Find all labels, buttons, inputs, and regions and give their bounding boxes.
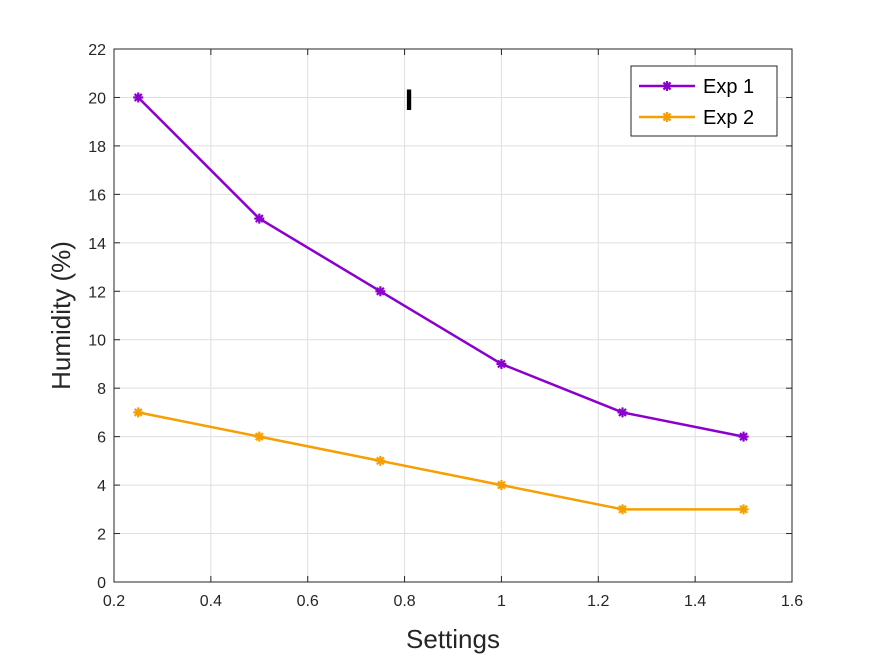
plot-area bbox=[114, 49, 792, 582]
chart-annotation: I bbox=[405, 84, 413, 117]
series-2-point bbox=[738, 504, 749, 515]
axes bbox=[113, 48, 793, 583]
series-2-point bbox=[375, 455, 386, 466]
y-tick-label: 0 bbox=[97, 575, 106, 592]
series-1-point bbox=[617, 407, 628, 418]
y-tick-label: 14 bbox=[88, 236, 106, 253]
y-tick-label: 16 bbox=[88, 187, 106, 204]
series-1-point bbox=[496, 358, 507, 369]
x-tick-label: 1 bbox=[497, 593, 506, 610]
legend-box bbox=[630, 65, 778, 137]
y-tick-label: 8 bbox=[97, 381, 106, 398]
y-tick-label: 4 bbox=[97, 478, 106, 495]
x-tick-label: 0.6 bbox=[297, 593, 319, 610]
y-tick-label: 6 bbox=[97, 430, 106, 447]
series-2-point bbox=[496, 480, 507, 491]
legend-marker bbox=[662, 81, 672, 91]
legend-label: Exp 2 bbox=[703, 107, 754, 129]
series-1-point bbox=[375, 286, 386, 297]
legend-label: Exp 1 bbox=[703, 76, 754, 98]
legend-item: Exp 2 bbox=[639, 107, 754, 129]
y-tick-label: 12 bbox=[88, 284, 106, 301]
y-tick-label: 22 bbox=[88, 42, 106, 59]
series-2-point bbox=[133, 407, 144, 418]
axes-box bbox=[113, 48, 793, 583]
series-2-point bbox=[617, 504, 628, 515]
legend-item: Exp 1 bbox=[639, 76, 754, 98]
y-tick-label: 2 bbox=[97, 527, 106, 544]
x-axis-title: Settings bbox=[406, 624, 500, 654]
y-axis-title: Humidity (%) bbox=[46, 241, 76, 390]
series-line-2 bbox=[137, 411, 744, 511]
y-tick-label: 10 bbox=[88, 333, 106, 350]
legend: Exp 1 Exp 2 bbox=[630, 65, 778, 137]
x-tick-label: 0.2 bbox=[103, 593, 125, 610]
x-tick-label: 0.8 bbox=[393, 593, 415, 610]
series-1-point bbox=[738, 431, 749, 442]
x-tick-label: 1.4 bbox=[684, 593, 706, 610]
series-1-point bbox=[254, 213, 265, 224]
tick-labels: 0.2 0.4 0.6 0.8 1 1.2 1.4 1.6 0 2 4 6 8 10 12 14 16 18 20 2… bbox=[88, 42, 803, 610]
legend-marker bbox=[662, 112, 672, 122]
series-1-point bbox=[133, 92, 144, 103]
y-tick-label: 20 bbox=[88, 90, 106, 107]
y-tick-label: 18 bbox=[88, 139, 106, 156]
x-tick-label: 1.6 bbox=[781, 593, 803, 610]
series-2-point bbox=[254, 431, 265, 442]
series-line-1 bbox=[137, 96, 744, 438]
data-series bbox=[133, 92, 749, 515]
x-tick-label: 1.2 bbox=[587, 593, 609, 610]
x-tick-label: 0.4 bbox=[200, 593, 222, 610]
